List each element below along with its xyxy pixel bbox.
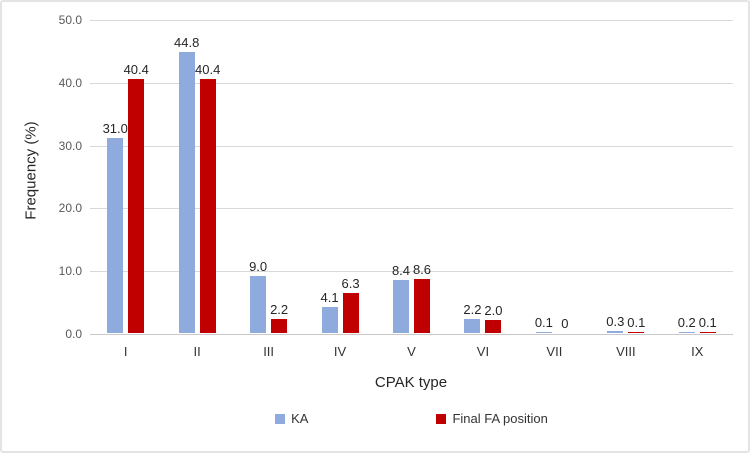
bar-ka-vi (464, 319, 481, 333)
data-label: 0 (561, 316, 569, 331)
bar-final-fa-position-ix (699, 332, 716, 333)
data-label: 31.0 (102, 121, 128, 137)
y-tick-label: 50.0 (58, 13, 82, 27)
bar-ka-vii (535, 332, 552, 333)
x-category-label: IV (333, 344, 347, 359)
data-label: 0.1 (627, 315, 646, 331)
data-label: 8.4 (391, 263, 411, 279)
bar-ka-ii (178, 51, 195, 333)
y-tick-label: 0.0 (65, 327, 82, 341)
bar-final-fa-position-iii (271, 319, 288, 333)
x-category-label: IX (691, 344, 704, 359)
data-label: 44.8 (174, 34, 200, 50)
data-label: 0.3 (606, 314, 625, 330)
legend-label: Final FA position (452, 411, 548, 426)
gridline (90, 208, 733, 210)
bar-ka-v (393, 280, 409, 333)
legend: KA Final FA position (90, 411, 733, 427)
legend-swatch-icon (275, 414, 286, 424)
gridline (90, 82, 733, 84)
data-label: 4.1 (320, 290, 339, 306)
y-tick-label: 10.0 (58, 264, 82, 279)
x-category-label: VIII (616, 344, 636, 359)
bar-ka-viii (607, 331, 624, 333)
bar-final-fa-position-viii (628, 332, 645, 333)
legend-item-final-fa-position: Final FA position (436, 411, 548, 427)
data-label: 0.1 (698, 315, 717, 331)
data-label: 2.2 (463, 302, 482, 318)
bar-ka-ix (678, 331, 695, 333)
data-label: 40.4 (123, 62, 149, 78)
data-label: 6.3 (341, 276, 360, 292)
y-tick-label: 30.0 (58, 138, 82, 153)
x-category-label: V (407, 344, 416, 359)
legend-item-ka: KA (275, 411, 308, 427)
plot-area (90, 20, 733, 335)
data-label: 9.0 (249, 259, 268, 275)
data-label: 2.0 (484, 303, 503, 319)
bar-ka-i (107, 138, 124, 333)
x-category-label: III (263, 344, 275, 359)
x-category-label: VI (476, 344, 490, 359)
bar-final-fa-position-iv (342, 293, 359, 333)
legend-swatch-icon (436, 414, 447, 424)
data-label: 0.1 (534, 315, 553, 331)
gridline (90, 271, 733, 273)
bar-final-fa-position-vi (485, 320, 502, 333)
gridline (90, 20, 733, 21)
bar-ka-iv (321, 307, 338, 333)
data-label: 8.6 (412, 261, 432, 277)
bar-final-fa-position-v (414, 279, 430, 333)
legend-label: KA (291, 411, 309, 426)
y-tick-label: 20.0 (58, 201, 82, 216)
x-category-label: I (123, 344, 128, 359)
x-category-label: II (193, 344, 201, 359)
bar-ka-iii (250, 276, 267, 333)
bar-final-fa-position-i (128, 79, 145, 333)
x-axis-line (90, 334, 733, 335)
bar-final-fa-position-ii (199, 79, 216, 333)
x-axis-title: CPAK type (374, 374, 448, 391)
gridline (90, 145, 733, 147)
x-category-label: VII (546, 344, 563, 359)
data-label: 2.2 (270, 302, 289, 318)
data-label: 0.2 (677, 314, 696, 330)
data-label: 40.4 (195, 62, 221, 78)
y-tick-label: 40.0 (58, 75, 82, 90)
